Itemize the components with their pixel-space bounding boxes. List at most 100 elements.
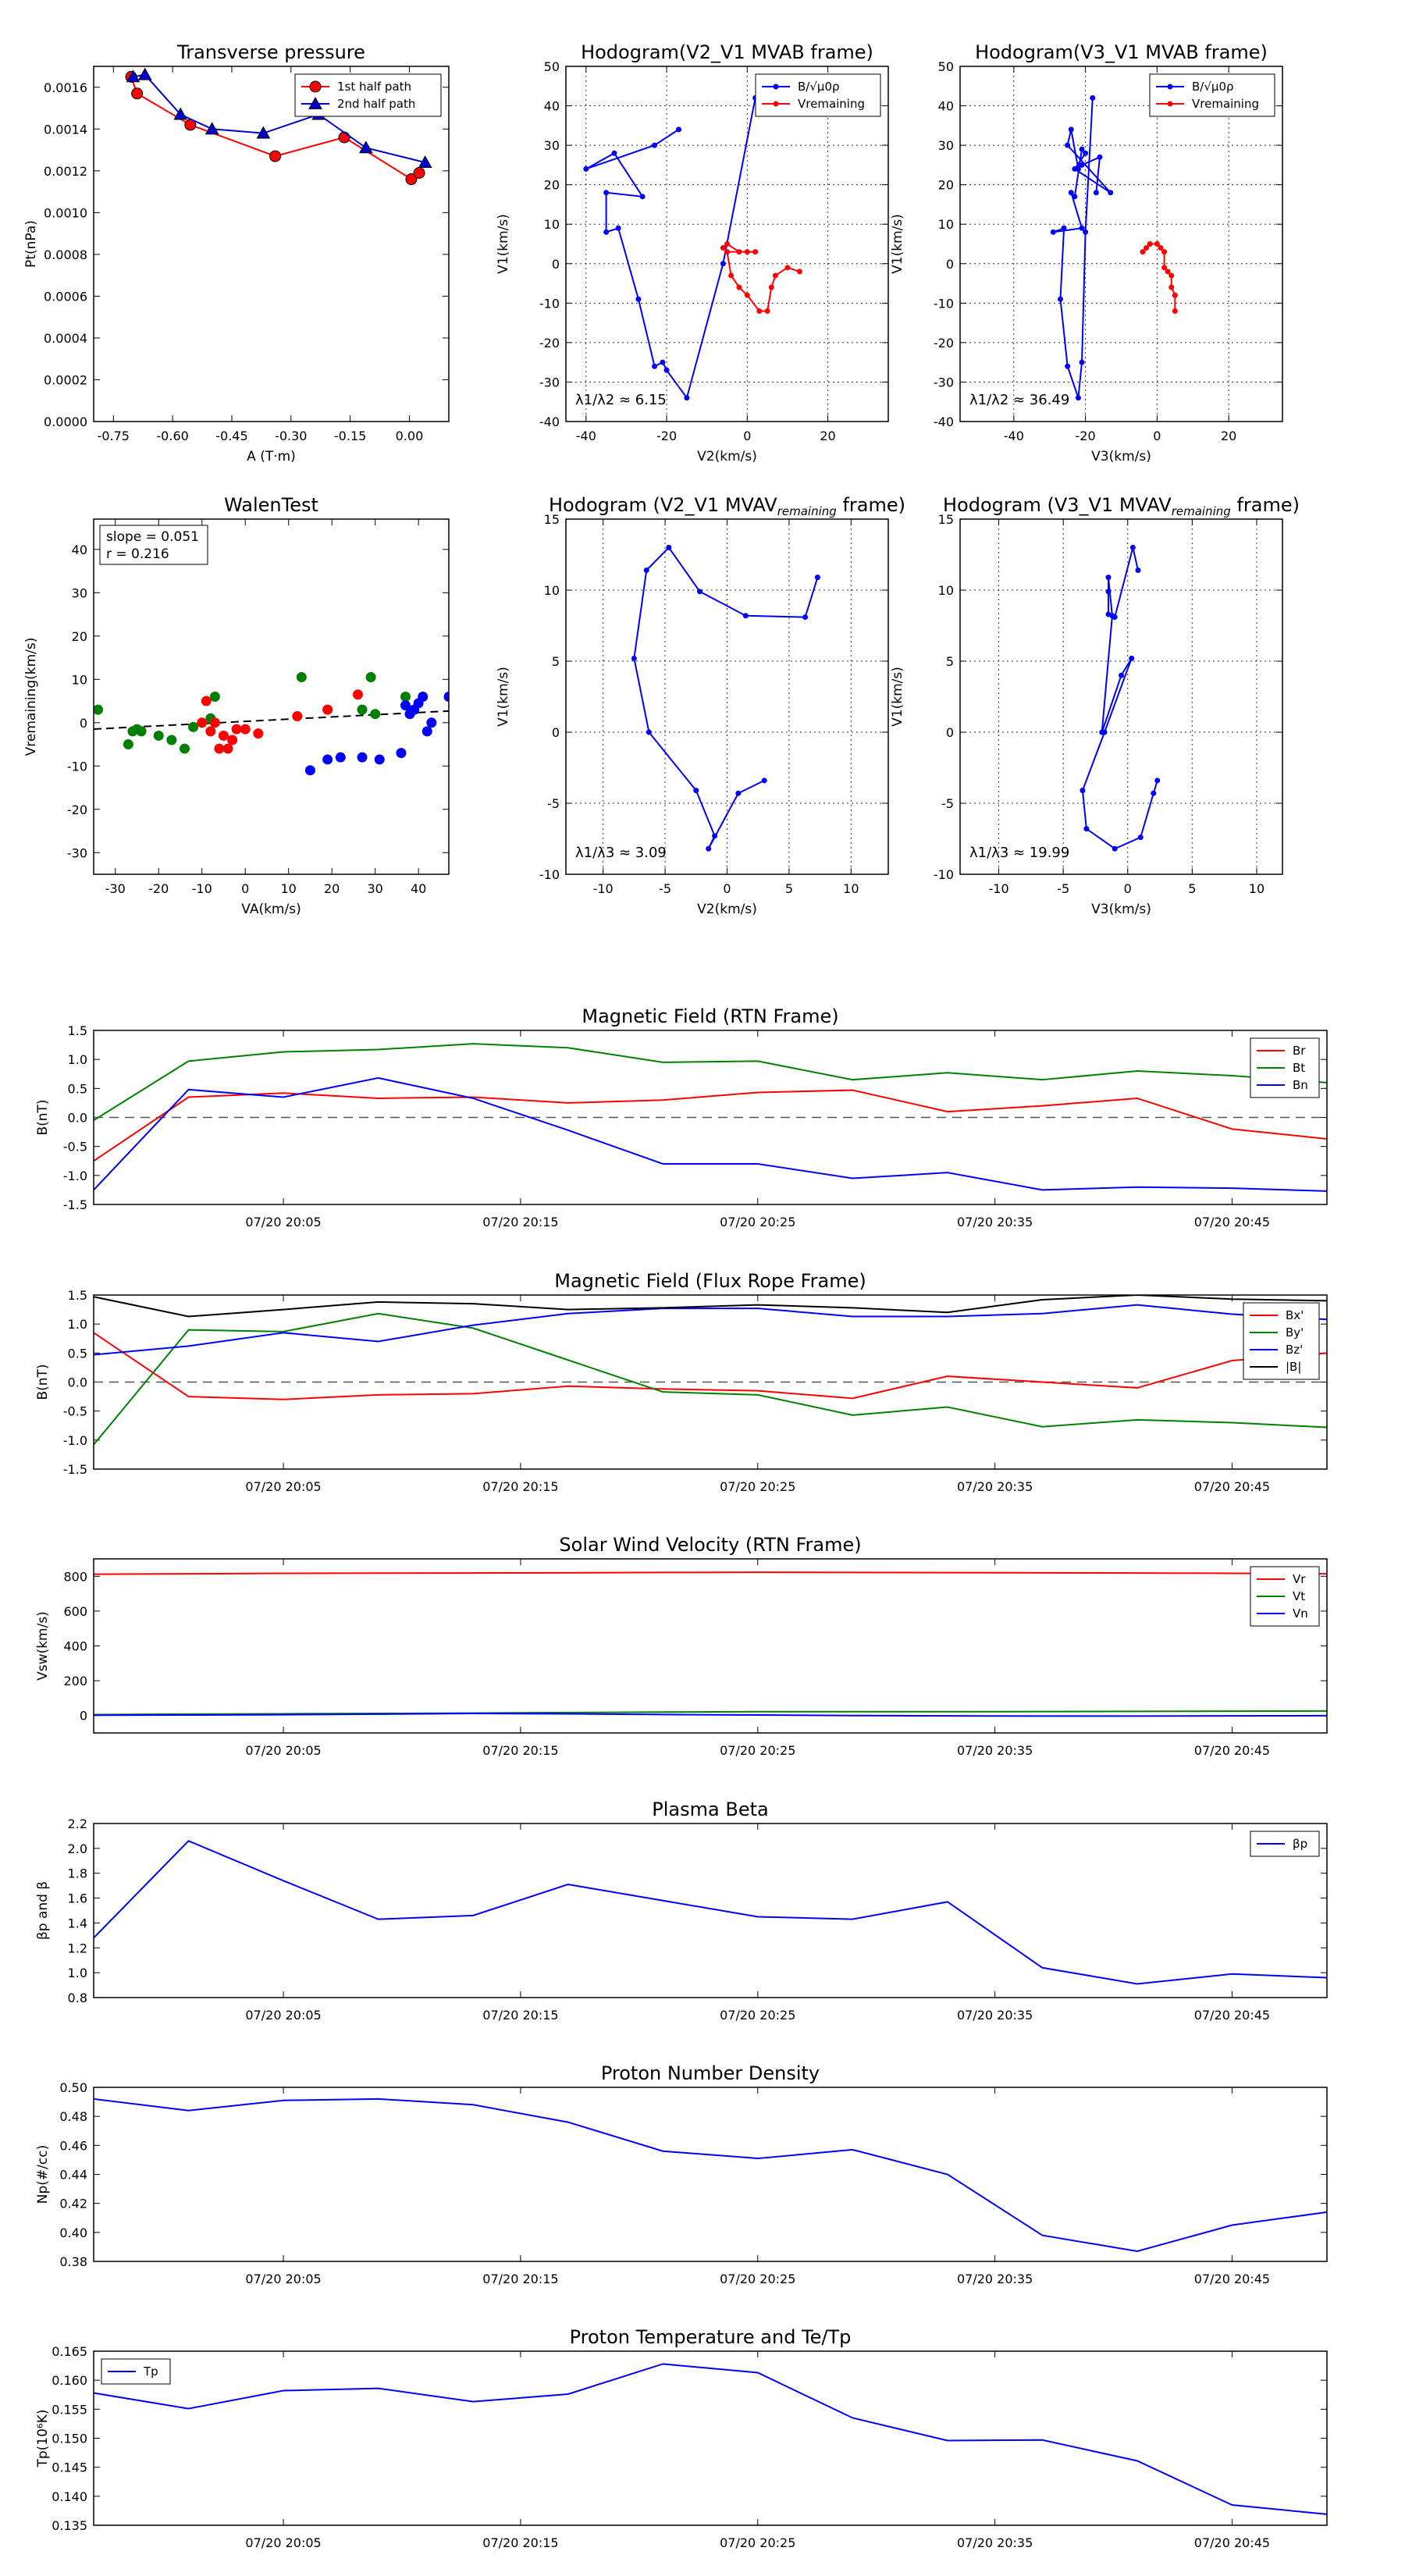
series-line-2nd half path	[133, 73, 425, 164]
y-tick-label: -20	[67, 802, 87, 817]
y-tick-label: 50	[938, 59, 954, 74]
plot-frame	[565, 66, 889, 422]
x-tick-label: -0.60	[156, 429, 188, 443]
x-tick-label: 10	[281, 881, 297, 896]
data-point	[615, 225, 621, 231]
data-point	[660, 359, 666, 365]
scatter-point-green	[357, 704, 368, 715]
data-point	[652, 142, 658, 148]
x-tick-label: 07/20 20:25	[720, 2272, 795, 2286]
data-point	[205, 122, 219, 135]
y-tick-label: 0	[946, 725, 954, 740]
data-point	[635, 296, 642, 302]
legend: Bx' By' Bz' |B|	[1243, 1302, 1320, 1380]
chart-title: Plasma Beta	[652, 1799, 768, 1820]
series-line-|B|	[94, 1295, 1327, 1318]
x-tick-label: -10	[192, 881, 212, 896]
legend: B/√μ0ρ Vremaining	[755, 73, 881, 117]
x-tick-label: 07/20 20:35	[957, 1743, 1033, 1758]
legend-box	[755, 73, 881, 117]
data-point	[269, 150, 282, 162]
legend-label: By'	[1286, 1325, 1304, 1340]
x-tick-label: 07/20 20:15	[482, 1215, 558, 1229]
data-point	[796, 269, 802, 275]
legend-label: B/√μ0ρ	[1192, 80, 1234, 94]
panel-walen-test: -30 -20 -10 0 10 20 30 40 -30 -20 -10 0 10 20 30 40 slop…	[23, 494, 450, 917]
data-point	[1119, 672, 1124, 678]
data-point	[784, 265, 791, 271]
y-tick-label: 0	[552, 257, 560, 272]
y-axis-label: V1(km/s)	[496, 667, 511, 727]
scatter-point-red	[352, 689, 363, 700]
plot-frame	[959, 518, 1283, 875]
plot-frame	[959, 66, 1283, 422]
y-tick-label: 0.165	[52, 2344, 87, 2359]
y-tick-label: 0.44	[59, 2168, 87, 2183]
x-tick-label: 07/20 20:35	[957, 2008, 1033, 2023]
data-point	[1079, 225, 1085, 231]
scatter-point-green	[180, 743, 190, 754]
series-line-Tp	[94, 2363, 1327, 2515]
data-point	[684, 395, 690, 401]
chart-title: Proton Temperature and Te/Tp	[570, 2326, 852, 2348]
chart-title-subscript: remaining	[777, 504, 837, 518]
x-tick-label: -0.75	[98, 429, 130, 443]
scatter-point-red	[222, 743, 233, 754]
plot-area	[960, 66, 1282, 422]
series-group	[1080, 544, 1161, 852]
x-tick-label: 0	[723, 881, 731, 896]
y-tick-label: 10	[938, 583, 954, 598]
y-tick-label: -1.0	[63, 1433, 87, 1448]
data-point	[413, 167, 425, 179]
y-tick-label: 400	[63, 1639, 87, 1654]
y-tick-label: 0.140	[52, 2489, 87, 2504]
y-tick-label: -20	[934, 336, 954, 350]
y-tick-label: 200	[63, 1674, 87, 1688]
data-point	[1065, 363, 1071, 369]
scatter-point-green	[127, 726, 138, 737]
scatter-point-green	[400, 692, 411, 702]
data-point	[1144, 245, 1150, 251]
y-tick-label: 0.0016	[44, 80, 87, 95]
data-point	[1090, 94, 1096, 101]
x-tick-label: -0.45	[215, 429, 247, 443]
chart-title: Hodogram (V2_V1 MVAVremaining frame)	[549, 494, 905, 518]
scatter-point-red	[214, 743, 225, 754]
y-tick-label: -5	[941, 796, 954, 811]
scatter-point-blue	[304, 765, 315, 776]
x-axis-label: V3(km/s)	[1091, 449, 1151, 464]
x-axis-label: A (T·m)	[247, 449, 296, 464]
y-tick-label: -1.0	[63, 1169, 87, 1183]
plot-area	[94, 1823, 1327, 1998]
data-point	[1129, 544, 1136, 550]
data-point	[1093, 190, 1099, 196]
series-line-Np	[94, 2097, 1327, 2253]
x-tick-label: 07/20 20:15	[482, 2272, 558, 2286]
panel-plasma-beta: 0.8 1.0 1.2 1.4 1.6 1.8 2.0 2.2 07/20 20:05 07/20…	[35, 1799, 1328, 2023]
data-point	[736, 249, 742, 255]
data-point	[1075, 395, 1081, 401]
data-point	[1168, 272, 1175, 279]
x-tick-label: 07/20 20:45	[1194, 1215, 1270, 1229]
scatter-point-blue	[322, 754, 333, 765]
plot-frame	[565, 518, 889, 875]
x-tick-label: 0.00	[396, 429, 424, 443]
data-point	[1165, 269, 1171, 275]
data-point	[1154, 777, 1161, 784]
data-point	[1075, 165, 1081, 172]
x-tick-label: -10	[593, 881, 614, 896]
legend-label: Br	[1293, 1044, 1306, 1058]
panel-transverse-pressure: 0.0000 0.0002 0.0004 0.0006 0.0008 0.0010 0.00…	[23, 41, 450, 464]
x-tick-label: 07/20 20:45	[1194, 2272, 1270, 2286]
y-axis-label: Vsw(km/s)	[35, 1611, 51, 1681]
series-group	[94, 1571, 1327, 1717]
data-point	[773, 101, 779, 107]
y-tick-label: 0.0	[68, 1111, 87, 1126]
scatter-point-red	[205, 726, 216, 737]
y-axis-label: B(nT)	[35, 1099, 51, 1135]
chart-title: Transverse pressure	[176, 41, 365, 63]
y-tick-label: 30	[938, 138, 954, 153]
panel-hodogram-v2-v1-mvav: -10 -5 0 5 10 15 -10 -5 0 5 10 λ1/λ3 ≈ 3.09 Hodogram…	[496, 494, 905, 917]
data-point	[1083, 150, 1089, 156]
